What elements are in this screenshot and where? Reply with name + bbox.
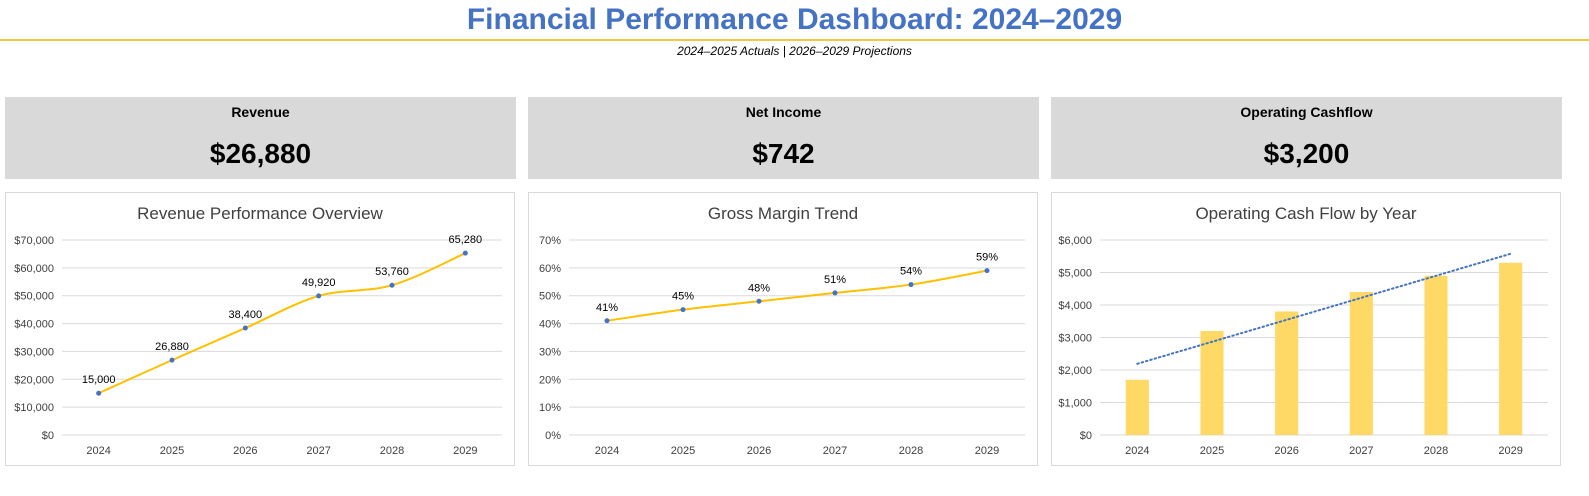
x-tick-label: 2025 bbox=[671, 445, 695, 457]
x-tick-label: 2029 bbox=[975, 445, 999, 457]
y-tick-label: 70% bbox=[539, 235, 561, 247]
chart-panel-cash-flow: Operating Cash Flow by Year $0 $1,000 $2,0… bbox=[1051, 192, 1561, 466]
chart-title: Operating Cash Flow by Year bbox=[1195, 204, 1417, 223]
data-label: 65,280 bbox=[449, 234, 483, 246]
bar bbox=[1499, 262, 1523, 435]
data-point bbox=[756, 298, 762, 304]
y-tick-label: 50% bbox=[539, 291, 561, 303]
data-label: 59% bbox=[976, 252, 998, 264]
y-tick-label: $50,000 bbox=[14, 291, 54, 303]
data-point bbox=[242, 325, 248, 331]
data-point bbox=[389, 282, 395, 288]
kpi-label: Revenue bbox=[231, 104, 290, 120]
data-label: 54% bbox=[900, 266, 922, 278]
kpi-value: $26,880 bbox=[209, 138, 312, 169]
chart-panel-revenue: Revenue Performance Overview $0 $10,000 $2… bbox=[5, 192, 515, 466]
x-tick-label: 2026 bbox=[1274, 445, 1298, 457]
y-tick-label: $0 bbox=[1080, 430, 1092, 442]
x-tick-label: 2027 bbox=[1349, 445, 1373, 457]
dashboard-subtitle: 2024–2025 Actuals | 2026–2029 Projection… bbox=[677, 44, 912, 58]
chart-panel-gross-margin: Gross Margin Trend 0% 10% 20% 30% 40% 50% 60% 7… bbox=[528, 192, 1038, 466]
revenue-line-chart: $0 $10,000 $20,000 $30,000 $40,000 $50,000 $60… bbox=[14, 234, 502, 457]
data-label: 49,920 bbox=[302, 277, 336, 289]
x-tick-label: 2026 bbox=[233, 445, 257, 457]
y-tick-label: 30% bbox=[539, 346, 561, 358]
chart-title: Gross Margin Trend bbox=[707, 204, 859, 223]
x-tick-label: 2028 bbox=[380, 445, 404, 457]
x-tick-label: 2024 bbox=[1125, 445, 1149, 457]
x-tick-label: 2026 bbox=[747, 445, 771, 457]
kpi-card-revenue: Revenue $26,880 bbox=[5, 97, 516, 179]
data-label: 38,400 bbox=[229, 309, 263, 321]
kpi-value: $742 bbox=[752, 138, 815, 169]
y-tick-label: $20,000 bbox=[14, 374, 54, 386]
title-divider bbox=[0, 39, 1589, 41]
y-tick-label: $3,000 bbox=[1058, 333, 1092, 345]
x-tick-label: 2027 bbox=[306, 445, 330, 457]
data-label: 48% bbox=[748, 282, 770, 294]
bar bbox=[1125, 379, 1149, 435]
data-label: 45% bbox=[672, 291, 694, 303]
kpi-label: Net Income bbox=[745, 104, 822, 120]
bar bbox=[1424, 275, 1448, 435]
x-tick-label: 2029 bbox=[1498, 445, 1522, 457]
x-tick-label: 2028 bbox=[899, 445, 923, 457]
y-tick-label: 40% bbox=[539, 319, 561, 331]
y-tick-label: $60,000 bbox=[14, 263, 54, 275]
data-label: 26,880 bbox=[155, 341, 189, 353]
kpi-label: Operating Cashflow bbox=[1240, 104, 1373, 120]
y-tick-label: $0 bbox=[42, 430, 54, 442]
y-tick-label: $10,000 bbox=[14, 402, 54, 414]
data-point bbox=[984, 268, 990, 274]
y-tick-label: $5,000 bbox=[1058, 268, 1092, 280]
y-tick-label: $40,000 bbox=[14, 319, 54, 331]
data-point bbox=[316, 293, 322, 299]
data-point bbox=[169, 357, 175, 363]
data-point bbox=[96, 390, 102, 396]
x-tick-label: 2024 bbox=[595, 445, 619, 457]
data-point bbox=[832, 290, 838, 296]
bar bbox=[1200, 331, 1224, 435]
y-tick-label: 60% bbox=[539, 263, 561, 275]
x-tick-label: 2024 bbox=[86, 445, 110, 457]
data-label: 53,760 bbox=[375, 266, 409, 278]
x-tick-label: 2029 bbox=[453, 445, 477, 457]
data-label: 51% bbox=[824, 274, 846, 286]
x-tick-label: 2027 bbox=[823, 445, 847, 457]
series-line bbox=[606, 269, 988, 322]
dashboard-title: Financial Performance Dashboard: 2024–20… bbox=[466, 3, 1123, 36]
y-tick-label: $6,000 bbox=[1058, 235, 1092, 247]
y-tick-label: 20% bbox=[539, 374, 561, 386]
data-point bbox=[462, 250, 468, 256]
bar bbox=[1275, 311, 1299, 435]
x-tick-label: 2025 bbox=[1200, 445, 1224, 457]
chart-title: Revenue Performance Overview bbox=[137, 204, 383, 223]
trendline bbox=[1136, 252, 1512, 365]
cash-flow-bar-chart: $0 $1,000 $2,000 $3,000 $4,000 $5,000 $6,000 20… bbox=[1058, 235, 1548, 457]
x-tick-label: 2025 bbox=[160, 445, 184, 457]
y-tick-label: 10% bbox=[539, 402, 561, 414]
y-tick-label: 0% bbox=[545, 430, 561, 442]
gross-margin-line-chart: 0% 10% 20% 30% 40% 50% 60% 70% 2024 2025 2026 2027 2… bbox=[539, 235, 1025, 457]
data-label: 41% bbox=[596, 302, 618, 314]
data-point bbox=[908, 282, 914, 288]
y-tick-label: $70,000 bbox=[14, 235, 54, 247]
series-line bbox=[98, 252, 466, 395]
data-point bbox=[604, 318, 610, 324]
y-tick-label: $1,000 bbox=[1058, 398, 1092, 410]
kpi-card-net-income: Net Income $742 bbox=[528, 97, 1039, 179]
y-tick-label: $30,000 bbox=[14, 346, 54, 358]
data-label: 15,000 bbox=[82, 374, 116, 386]
y-tick-label: $2,000 bbox=[1058, 365, 1092, 377]
kpi-card-operating-cashflow: Operating Cashflow $3,200 bbox=[1051, 97, 1562, 179]
data-point bbox=[680, 307, 686, 313]
y-tick-label: $4,000 bbox=[1058, 300, 1092, 312]
bar bbox=[1349, 292, 1373, 435]
kpi-value: $3,200 bbox=[1263, 138, 1350, 169]
x-tick-label: 2028 bbox=[1424, 445, 1448, 457]
